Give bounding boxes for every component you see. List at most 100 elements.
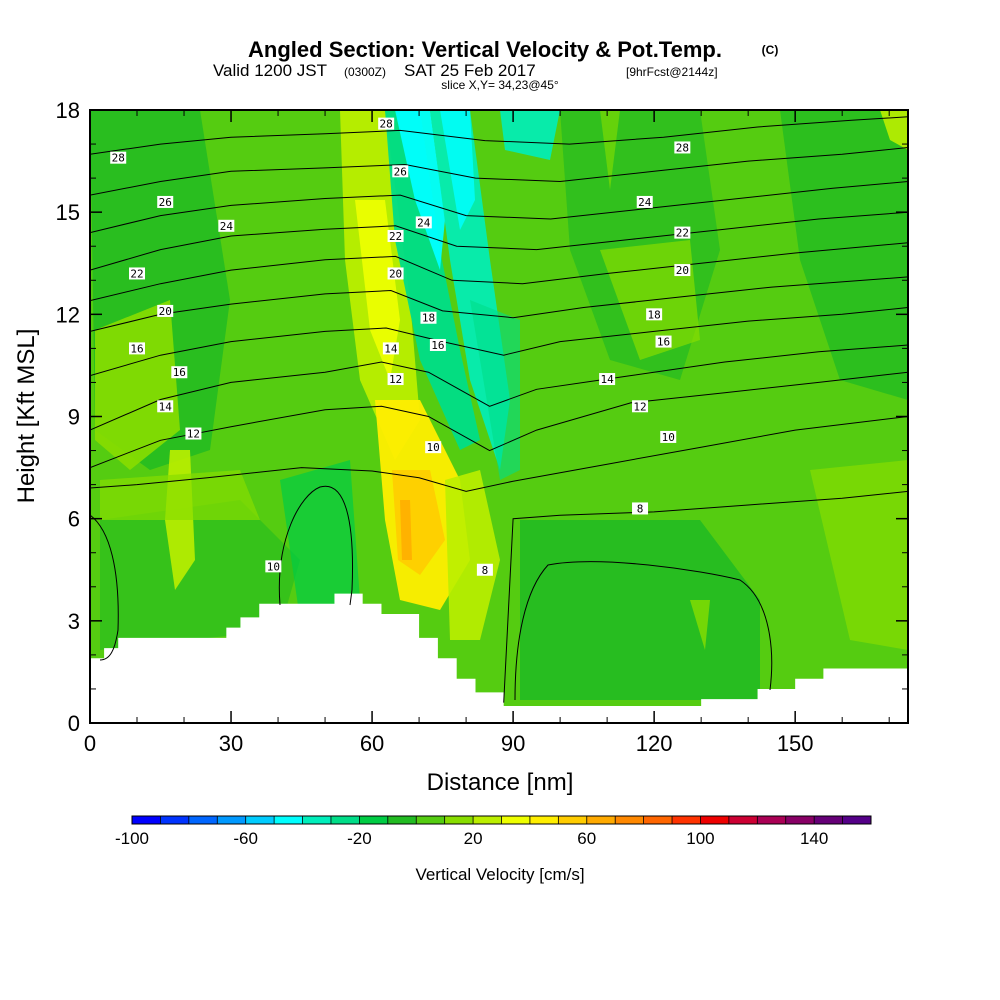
- x-tick-label: 30: [219, 731, 243, 756]
- isentrope-12: [90, 371, 908, 469]
- field-patch: [100, 500, 300, 650]
- contour-label: 8: [482, 564, 489, 577]
- colorbar-swatch: [387, 816, 417, 824]
- colorbar-swatch: [444, 816, 474, 824]
- y-tick-label: 18: [56, 98, 80, 123]
- x-tick-label: 0: [84, 731, 96, 756]
- valid-prefix: Valid 1200 JST: [213, 61, 327, 80]
- colorbar-label: Vertical Velocity [cm/s]: [415, 865, 584, 884]
- field-patch: [280, 460, 360, 620]
- colorbar-tick-label: 140: [800, 829, 828, 848]
- contour-label-bg: [420, 311, 437, 324]
- contour-label-bg: [660, 430, 677, 443]
- contour-labels: 28 28 28 26 26 24 24 24 22 22 22 20 20 20 18 18 16 16 16 16…: [110, 117, 691, 577]
- field-patch: [355, 200, 400, 380]
- colorbar-swatch: [416, 816, 446, 824]
- contour-label-bg: [674, 141, 691, 154]
- y-tick-label: 6: [68, 507, 80, 532]
- contour-label: 24: [220, 220, 234, 233]
- contour-label: 28: [112, 152, 125, 165]
- y-tick-label: 3: [68, 609, 80, 634]
- isentrope-8-cell: [514, 561, 773, 701]
- contour-label-bg: [157, 304, 174, 317]
- isentrope-18: [90, 276, 908, 332]
- field-patch: [395, 110, 445, 270]
- y-tick-label: 9: [68, 405, 80, 430]
- axis-ticks: 0 30 60 90 120 150 0 3 6 9 12 15 18: [56, 98, 908, 756]
- contour-label: 10: [427, 441, 440, 454]
- colorbar-swatch: [330, 816, 360, 824]
- contour-label-bg: [655, 335, 672, 348]
- colorbar-swatch: [842, 816, 872, 824]
- valid-date: SAT 25 Feb 2017: [404, 61, 536, 80]
- contour-label: 14: [384, 342, 398, 355]
- contour-label: 14: [601, 373, 615, 386]
- contour-label: 20: [676, 264, 689, 277]
- isentrope-8: [503, 490, 908, 703]
- contour-label: 28: [380, 118, 393, 131]
- contour-label-bg: [382, 342, 399, 355]
- colorbar-tick-label: -20: [347, 829, 372, 848]
- field-patch: [810, 460, 908, 650]
- contour-label: 12: [389, 373, 402, 386]
- contour-label: 28: [676, 141, 689, 154]
- colorbar-swatch: [501, 816, 531, 824]
- contour-label-bg: [171, 366, 188, 379]
- x-tick-label: 90: [501, 731, 525, 756]
- field-patch: [100, 470, 260, 520]
- contour-label-bg: [157, 195, 174, 208]
- contour-label: 24: [638, 196, 652, 209]
- field-patch: [470, 300, 520, 480]
- terrain-mask: [90, 593, 908, 723]
- contour-label-bg: [185, 427, 202, 440]
- isentrope-16: [90, 307, 908, 377]
- contour-label-bg: [110, 151, 127, 164]
- colorbar-tick-label: 20: [464, 829, 483, 848]
- contour-label-bg: [429, 338, 446, 351]
- contour-label-bg: [476, 563, 493, 576]
- contour-label: 14: [159, 400, 173, 413]
- contour-label: 26: [159, 196, 172, 209]
- contour-label-bg: [387, 267, 404, 280]
- contour-label-bg: [646, 308, 663, 321]
- field-patch: [520, 520, 760, 700]
- contour-label: 18: [422, 312, 435, 325]
- contour-label: 12: [633, 400, 646, 413]
- x-tick-label: 150: [777, 731, 814, 756]
- colorbar-swatch: [188, 816, 218, 824]
- contour-label: 16: [173, 366, 186, 379]
- contour-label: 26: [394, 165, 407, 178]
- colorbar-tick-label: -100: [115, 829, 149, 848]
- colorbar-swatch: [814, 816, 844, 824]
- contour-label: 10: [267, 560, 280, 573]
- field-patch: [440, 110, 475, 230]
- colorbar-tick-label: 60: [577, 829, 596, 848]
- contour-label-bg: [387, 373, 404, 386]
- x-tick-label: 60: [360, 731, 384, 756]
- isentrope-10-cell: [278, 485, 353, 606]
- colorbar-swatch: [132, 816, 161, 824]
- contour-label: 24: [417, 216, 431, 229]
- colorbar-swatch: [643, 816, 673, 824]
- colorbar-swatch: [672, 816, 701, 824]
- contour-label-bg: [674, 264, 691, 277]
- contour-label-bg: [129, 267, 146, 280]
- y-tick-label: 15: [56, 200, 80, 225]
- contour-label-bg: [632, 400, 649, 413]
- isentrope-28: [90, 116, 908, 155]
- isentrope-14: [90, 344, 908, 431]
- contour-label-bg: [129, 342, 146, 355]
- contour-label: 22: [130, 267, 143, 280]
- field-patch: [780, 110, 908, 400]
- contour-label: 16: [431, 339, 444, 352]
- isentrope-left-cell: [90, 514, 119, 661]
- slice-info: slice X,Y= 34,23@45°: [441, 78, 559, 92]
- contour-label-bg: [632, 502, 649, 515]
- colorbar-tick-label: -60: [233, 829, 258, 848]
- colorbar-swatch: [302, 816, 332, 824]
- contour-label: 20: [389, 267, 402, 280]
- isentrope-22: [90, 211, 908, 271]
- field-patch: [385, 110, 480, 450]
- colorbar: -100 -60 -20 20 60 100 140: [115, 815, 872, 848]
